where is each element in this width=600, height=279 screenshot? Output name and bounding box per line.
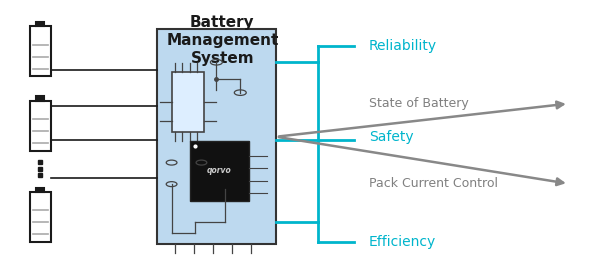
FancyBboxPatch shape (36, 187, 44, 192)
FancyBboxPatch shape (30, 26, 50, 76)
FancyBboxPatch shape (30, 192, 50, 242)
Text: Pack Current Control: Pack Current Control (368, 177, 497, 190)
Text: Reliability: Reliability (368, 39, 437, 52)
FancyBboxPatch shape (30, 101, 50, 151)
FancyBboxPatch shape (36, 96, 44, 101)
Text: Efficiency: Efficiency (368, 235, 436, 249)
FancyBboxPatch shape (157, 29, 276, 244)
Text: Battery
Management
System: Battery Management System (166, 15, 278, 66)
Text: State of Battery: State of Battery (368, 97, 469, 110)
Text: Safety: Safety (368, 130, 413, 144)
FancyBboxPatch shape (172, 72, 205, 133)
Text: qorvo: qorvo (207, 167, 232, 175)
FancyBboxPatch shape (190, 141, 249, 201)
FancyBboxPatch shape (36, 22, 44, 26)
